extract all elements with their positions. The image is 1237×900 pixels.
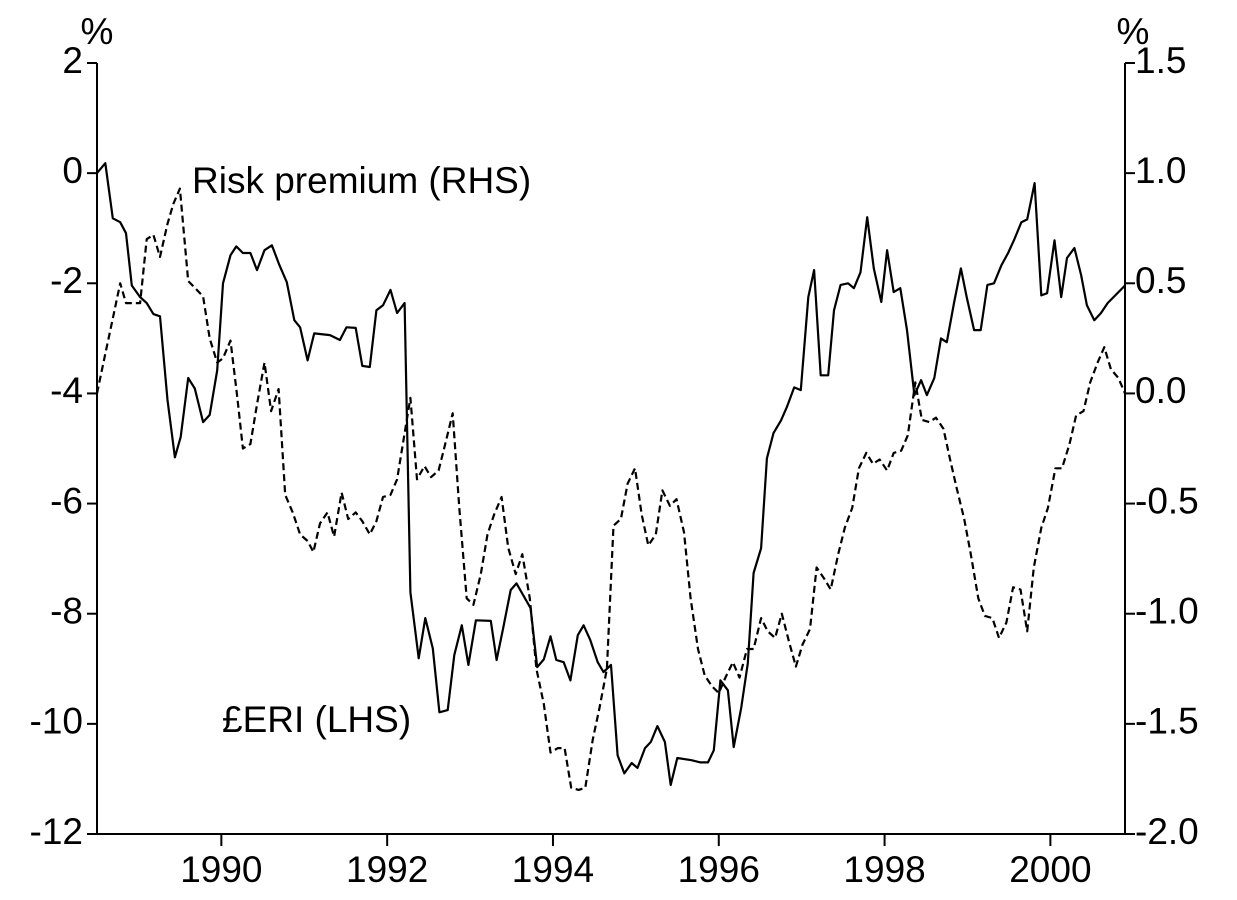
x-tick-label: 1994 bbox=[512, 849, 594, 890]
y2-tick-label: -1.0 bbox=[1135, 590, 1199, 631]
y2-tick-label: -0.5 bbox=[1135, 480, 1199, 521]
y2-tick-label: -2.0 bbox=[1135, 811, 1199, 852]
y2-tick-label: 0.5 bbox=[1135, 260, 1186, 301]
x-tick-label: 1998 bbox=[843, 849, 925, 890]
series-label: Risk premium (RHS) bbox=[192, 160, 531, 201]
y-tick-label: -4 bbox=[50, 370, 83, 411]
x-tick-label: 2000 bbox=[1009, 849, 1091, 890]
y-tick-label: -8 bbox=[50, 590, 83, 631]
y2-axis-label: % bbox=[1117, 11, 1150, 52]
y-tick-label: 2 bbox=[62, 40, 83, 81]
x-tick-label: 1992 bbox=[346, 849, 428, 890]
y-tick-label: 0 bbox=[62, 150, 83, 191]
series-line bbox=[96, 162, 1126, 787]
series-line bbox=[95, 187, 1127, 791]
y2-tick-label: 1.5 bbox=[1135, 40, 1186, 81]
x-tick-label: 1990 bbox=[180, 849, 262, 890]
y-tick-label: -6 bbox=[50, 480, 83, 521]
y2-tick-label: 0.0 bbox=[1135, 370, 1186, 411]
y-tick-label: -12 bbox=[30, 811, 83, 852]
series-label: £ERI (LHS) bbox=[222, 699, 411, 740]
y-axis-label: % bbox=[81, 11, 114, 52]
y-tick-label: -10 bbox=[30, 701, 83, 742]
y2-tick-label: 1.0 bbox=[1135, 150, 1186, 191]
y2-tick-label: -1.5 bbox=[1135, 701, 1199, 742]
x-tick-label: 1996 bbox=[678, 849, 760, 890]
y-tick-label: -2 bbox=[50, 260, 83, 301]
